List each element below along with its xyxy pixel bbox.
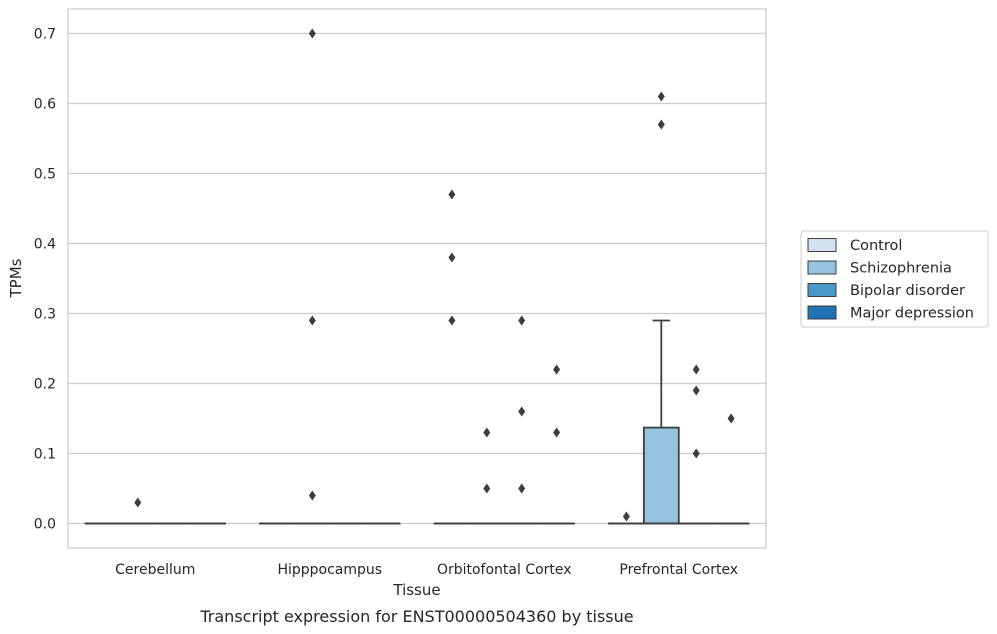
outlier-point: [553, 364, 561, 375]
y-axis-ticks: 0.0 0.1 0.2 0.3 0.4 0.5 0.6 0.7: [34, 27, 56, 533]
box-group: [119, 497, 157, 525]
x-axis-label: Tissue: [392, 581, 440, 599]
outlier-point: [727, 413, 735, 424]
outlier-point: [483, 483, 491, 494]
outlier-point: [657, 91, 665, 102]
y-tick-label: 0.2: [34, 377, 56, 393]
y-tick-label: 0.0: [34, 517, 56, 533]
legend-swatch: [807, 305, 837, 320]
outlier-point: [518, 315, 526, 326]
legend-swatch: [807, 238, 837, 252]
box-group: [468, 427, 506, 525]
chart-caption: Transcript expression for ENST0000050436…: [199, 607, 633, 626]
y-axis-label: TPMs: [7, 258, 25, 298]
legend-label: Control: [850, 238, 902, 254]
outlier-point: [308, 490, 316, 501]
outlier-point: [518, 483, 526, 494]
outlier-point: [483, 427, 491, 438]
outlier-point: [518, 406, 526, 417]
outlier-point: [692, 364, 700, 375]
x-tick-label: Orbitofontal Cortex: [437, 562, 572, 578]
outlier-point: [553, 427, 561, 438]
x-axis-ticks: Cerebellum Hipppocampus Orbitofontal Corte…: [115, 562, 738, 578]
outlier-point: [657, 119, 665, 130]
y-tick-label: 0.5: [34, 167, 56, 183]
outlier-point: [308, 28, 316, 39]
y-tick-label: 0.3: [34, 307, 56, 323]
legend-label: Bipolar disorder: [850, 283, 965, 299]
outlier-point: [308, 315, 316, 326]
box-group: [293, 28, 331, 525]
legend: Control Schizophrenia Bipolar disorder Majo…: [800, 230, 989, 328]
legend-label: Schizophrenia: [850, 261, 952, 277]
outlier-point: [622, 511, 630, 522]
outlier-point: [448, 189, 456, 200]
legend-frame: [800, 230, 989, 328]
box: [642, 426, 680, 525]
outlier-point: [134, 497, 142, 508]
box-group: [503, 315, 541, 525]
gridlines: [68, 32, 766, 525]
plot-frame: [67, 8, 767, 549]
y-tick-label: 0.6: [34, 97, 56, 113]
x-tick-label: Hipppocampus: [277, 562, 382, 578]
x-tick-label: Prefrontal Cortex: [619, 562, 738, 578]
box-group: [608, 511, 645, 525]
box-group: [538, 364, 575, 525]
legend-swatch: [807, 260, 837, 275]
y-tick-label: 0.7: [34, 27, 56, 43]
y-tick-label: 0.1: [34, 447, 56, 463]
y-tick-label: 0.4: [34, 237, 56, 253]
outlier-point: [692, 448, 700, 459]
outlier-point: [692, 385, 700, 396]
outlier-point: [448, 315, 456, 326]
box-group: [433, 189, 471, 525]
box-group: [712, 413, 750, 525]
boxes: [84, 28, 750, 525]
box-group: [677, 364, 715, 525]
legend-label: Major depression: [850, 306, 974, 322]
outlier-point: [448, 252, 456, 263]
box-group: [642, 91, 680, 525]
legend-swatch: [807, 283, 837, 297]
x-tick-label: Cerebellum: [115, 562, 195, 578]
